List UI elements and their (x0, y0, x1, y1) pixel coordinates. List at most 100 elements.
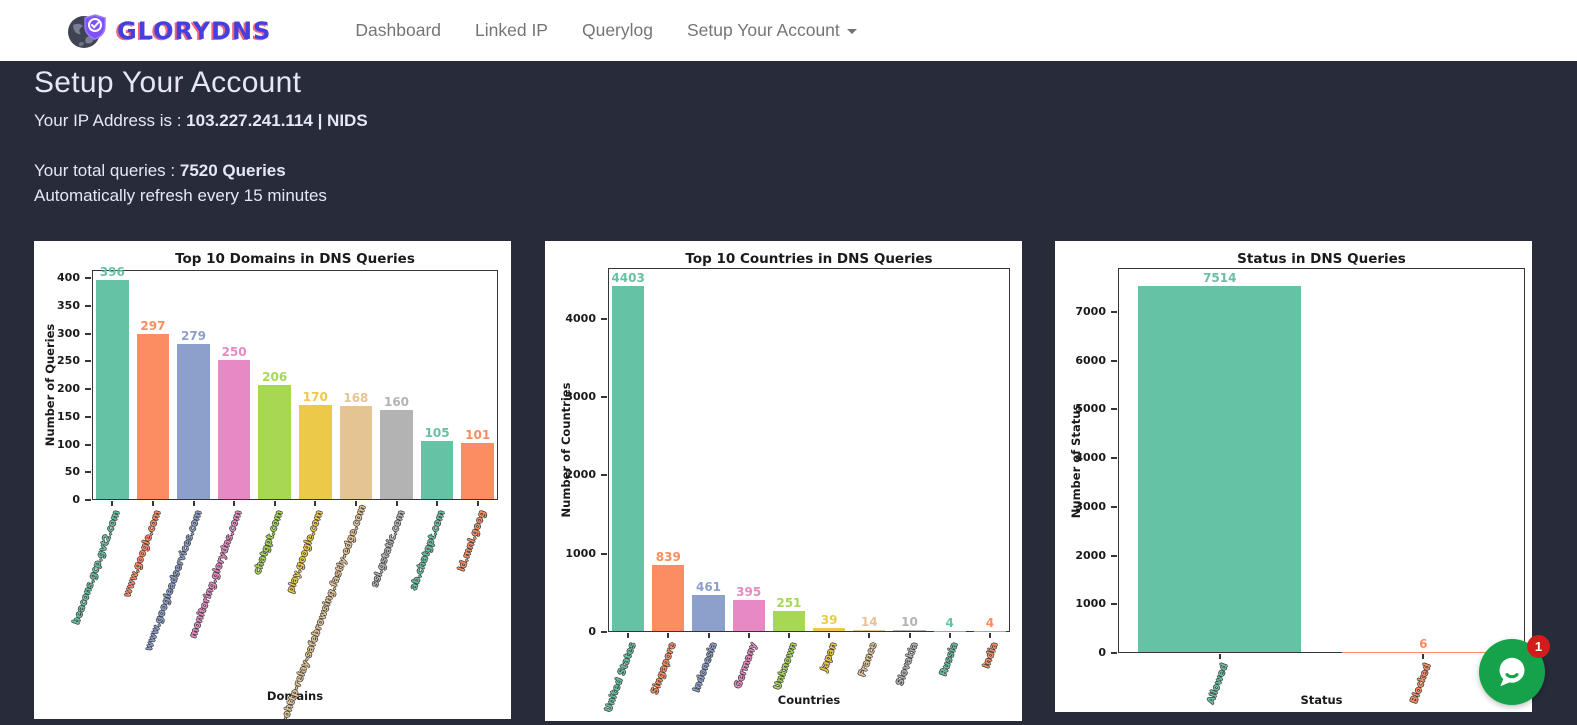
tick-mark (273, 501, 276, 506)
tick-mark (85, 360, 91, 363)
bar-value-label: 395 (736, 585, 762, 600)
bar-value-label: 206 (262, 369, 288, 384)
tick-mark (828, 633, 831, 638)
tick-mark (1111, 505, 1117, 508)
tick-mark (601, 396, 607, 399)
y-tick-label: 150 (57, 409, 80, 423)
bar (96, 279, 129, 499)
tick-mark (85, 332, 91, 335)
bar (652, 565, 685, 631)
x-axis-label: Status (1300, 693, 1343, 707)
bar-value-label: 839 (655, 550, 681, 565)
tick-mark (192, 501, 195, 506)
bar-value-label: 10 (901, 615, 918, 630)
bar-value-label: 250 (221, 345, 247, 360)
bar (380, 410, 413, 499)
total-queries-line: Your total queries : 7520 Queries (34, 161, 368, 181)
chart-title: Top 10 Domains in DNS Queries (175, 251, 415, 267)
tick-mark (395, 501, 398, 506)
brand-logo[interactable]: GLORYDNS (65, 9, 271, 53)
bar (893, 630, 926, 631)
bar (772, 611, 805, 631)
bar (177, 344, 210, 499)
tick-mark (1422, 654, 1425, 659)
ip-address-line: Your IP Address is : 103.227.241.114 | N… (34, 111, 368, 131)
bar-value-label: 251 (776, 596, 802, 611)
bar-value-label: 6 (1419, 636, 1428, 651)
y-tick-label: 50 (64, 465, 80, 479)
brand-name: GLORYDNS (117, 16, 272, 45)
tick-mark (948, 633, 951, 638)
bar-value-label: 170 (302, 389, 328, 404)
tick-mark (1218, 654, 1221, 659)
bar-value-label: 7514 (1203, 270, 1237, 285)
tick-mark (111, 501, 114, 506)
tick-mark (601, 317, 607, 320)
bar-value-label: 160 (383, 395, 410, 410)
y-tick-label: 250 (57, 354, 80, 368)
bar (732, 600, 765, 631)
tick-mark (747, 633, 750, 638)
chart-title: Top 10 Countries in DNS Queries (685, 251, 933, 267)
tick-mark (314, 501, 317, 506)
chart-top-domains: Top 10 Domains in DNS Queries Number of … (34, 241, 511, 719)
bar-value-label: 297 (140, 319, 166, 334)
bar-value-label: 39 (820, 612, 838, 627)
total-queries-value: 7520 Queries (179, 161, 286, 180)
tick-mark (233, 501, 236, 506)
nav-item-linked-ip[interactable]: Linked IP (475, 20, 548, 40)
tick-mark (601, 631, 607, 633)
tick-mark (868, 633, 871, 638)
y-tick-label: 0 (1098, 646, 1106, 659)
x-tick-label: United States (603, 641, 639, 714)
y-tick-label: 4000 (565, 311, 596, 325)
x-axis-label: Countries (777, 693, 841, 707)
bar (461, 443, 494, 499)
tick-mark (627, 633, 630, 638)
bar-value-label: 101 (465, 428, 491, 443)
y-tick-label: 2000 (565, 468, 596, 482)
chart-top-countries: Top 10 Countries in DNS Queries Number o… (545, 241, 1022, 721)
total-queries-label: Your total queries : (34, 161, 180, 180)
refresh-note: Automatically refresh every 15 minutes (34, 186, 327, 205)
chevron-down-icon (846, 28, 857, 34)
tick-mark (1111, 603, 1117, 606)
y-tick-label: 300 (57, 326, 80, 340)
bar (339, 405, 373, 499)
bar-value-label: 105 (424, 425, 450, 440)
tick-mark (1111, 554, 1117, 557)
globe-shield-icon (65, 9, 111, 53)
tick-mark (1111, 652, 1117, 654)
tick-mark (436, 501, 439, 506)
y-tick-label: 0 (588, 625, 596, 638)
tick-mark (85, 277, 91, 280)
chat-widget-button[interactable]: 1 (1479, 635, 1550, 705)
nav-item-querylog[interactable]: Querylog (581, 20, 653, 40)
bar (612, 286, 645, 631)
chat-bubble-icon (1493, 653, 1531, 691)
bar-value-label: 4403 (611, 271, 645, 286)
y-tick-label: 0 (72, 493, 80, 506)
tick-mark (601, 474, 607, 477)
nav-item-dashboard[interactable]: Dashboard (355, 20, 442, 40)
tick-mark (601, 552, 607, 555)
y-tick-label: 6000 (1075, 353, 1106, 367)
nav-item-setup-account[interactable]: Setup Your Account (687, 20, 857, 41)
y-tick-label: 7000 (1075, 304, 1106, 318)
tick-mark (354, 501, 357, 506)
tick-mark (1111, 457, 1117, 460)
chart-status: Status in DNS Queries Number of Status S… (1055, 241, 1532, 712)
tick-mark (476, 501, 479, 506)
bar-value-label: 4 (945, 615, 954, 630)
bar (420, 440, 454, 499)
bar (217, 360, 251, 499)
tick-mark (988, 633, 991, 638)
y-tick-label: 400 (57, 271, 80, 285)
tick-mark (787, 633, 790, 638)
bar (299, 404, 332, 499)
y-tick-label: 3000 (1075, 499, 1106, 513)
bar-value-label: 396 (99, 264, 125, 279)
bar (692, 594, 725, 631)
tick-mark (667, 633, 670, 638)
tick-mark (85, 471, 91, 474)
